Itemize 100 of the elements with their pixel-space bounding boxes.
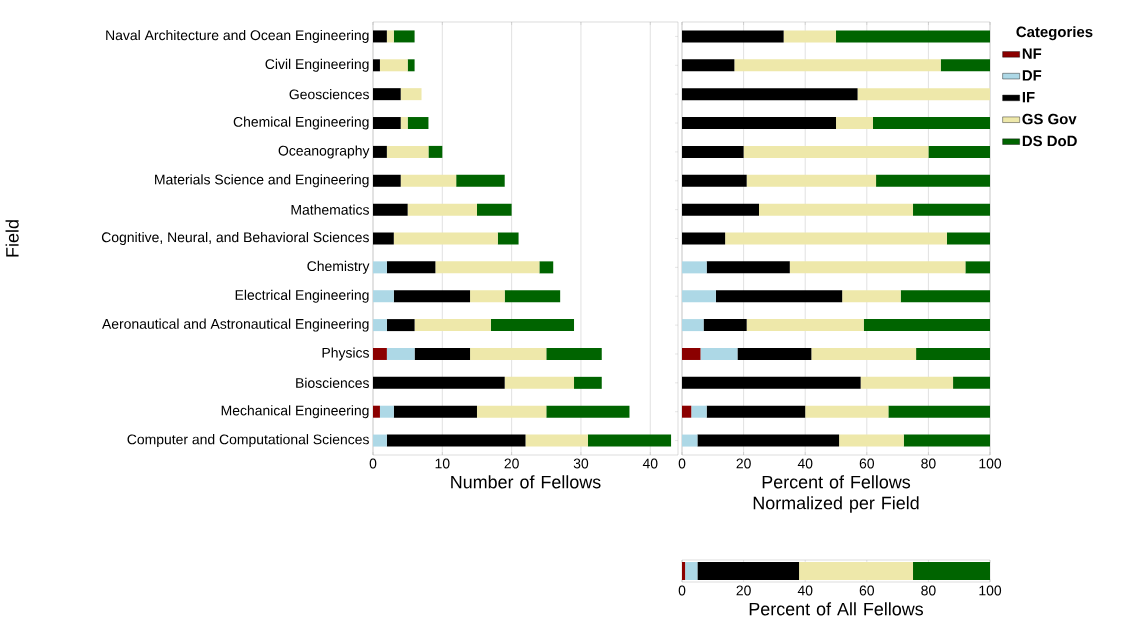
bar [539,261,554,274]
bar [789,261,966,274]
y-tick-label: Physics [322,347,369,361]
bar [682,30,784,43]
x-tick-label: 0 [678,458,686,469]
bar [746,319,864,332]
y-axis-title: Field [5,220,19,257]
bar [386,347,415,360]
bar [379,405,394,418]
bar [393,30,415,43]
bar [525,434,588,447]
bar [386,30,394,43]
bar [373,261,387,274]
legend-label: NF [1022,48,1042,59]
bar [373,376,505,389]
bar [946,232,991,245]
y-tick-label: Civil Engineering [265,58,369,72]
bar [379,59,408,72]
bar [587,434,672,447]
bar [504,376,575,389]
bar [373,203,408,216]
y-tick-label: Geosciences [289,89,369,100]
bar [373,145,387,158]
bar [407,59,415,72]
bar [373,290,394,303]
legend-label: IF [1022,92,1035,103]
bar [682,562,686,580]
x-tick-label: 80 [921,585,936,596]
bar [863,319,991,332]
bar [373,30,387,43]
bar [386,261,436,274]
bar [842,290,901,303]
bar [703,319,747,332]
bar [373,174,401,187]
bar [476,405,547,418]
bar [682,232,726,245]
bar [903,434,991,447]
y-tick-label: Chemistry [307,260,370,274]
bar [697,434,840,447]
bar [811,347,917,360]
legend-label: GS Gov [1022,113,1077,125]
bar [497,232,519,245]
x-tick-label: 60 [859,458,875,469]
bar [407,203,477,216]
bar [546,347,602,360]
bar [913,562,991,580]
bar [373,88,401,101]
bar [682,59,735,72]
y-tick-label: Oceanography [278,145,370,159]
bar [888,405,991,418]
x-axis-title: Percent of Fellows Normalized per Field [753,475,919,513]
bar [476,203,512,216]
bar [872,117,991,130]
bar [706,261,790,274]
bar [900,290,991,303]
x-tick-label: 100 [979,458,1002,469]
x-tick-label: 80 [921,458,936,469]
bar [373,405,380,418]
bar [407,117,429,130]
bar [940,59,991,72]
bar [490,319,575,332]
legend-label: DF [1022,70,1042,81]
bar [393,405,477,418]
bar [504,290,561,303]
x-tick-label: 60 [859,585,875,596]
bar [373,434,387,447]
bar [682,145,744,158]
bar [953,376,991,389]
bar [386,145,429,158]
bar [706,405,806,418]
bar [715,290,843,303]
bar [928,145,991,158]
bar [743,145,929,158]
bar [400,88,422,101]
bar [400,117,408,130]
x-tick-label: 0 [369,458,377,469]
bar [373,347,387,360]
bar [700,347,738,360]
bar [682,88,858,101]
legend-label: DS DoD [1022,135,1077,147]
bar [393,290,471,303]
x-tick-label: 40 [642,458,658,469]
bar [916,347,991,360]
y-tick-label: Mathematics [291,204,369,215]
bar [682,174,747,187]
bar [734,59,941,72]
y-tick-label: Mechanical Engineering [221,405,369,419]
bar [373,59,380,72]
bar [839,434,904,447]
x-axis-title: Number of Fellows [451,475,601,489]
y-tick-label: Aeronautical and Astronautical Engineering [102,318,369,332]
bar [682,319,704,332]
bar [799,562,914,580]
y-tick-label: Biosciences [296,377,369,388]
y-tick-label: Electrical Engineering [235,289,369,303]
bar [697,562,800,580]
bar [876,174,991,187]
bar [428,145,443,158]
bar [682,117,837,130]
x-tick-label: 20 [736,458,751,469]
